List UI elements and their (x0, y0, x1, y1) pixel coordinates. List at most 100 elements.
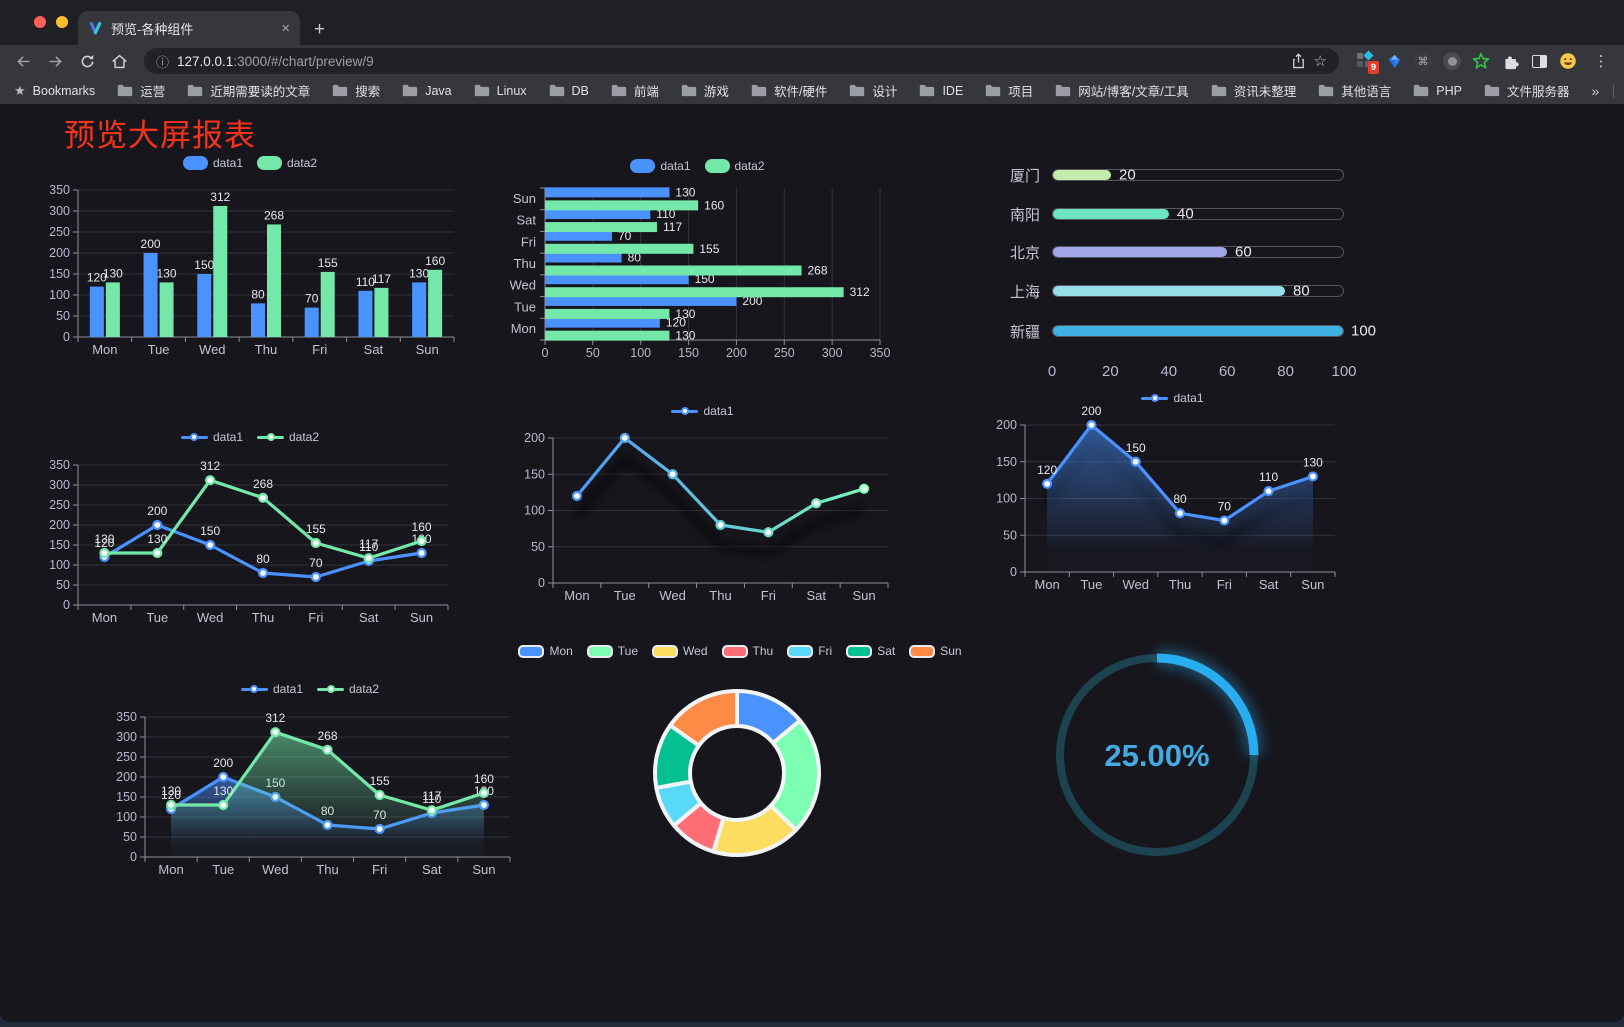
forward-button[interactable] (42, 48, 68, 74)
url-text[interactable]: 127.0.0.1:3000/#/chart/preview/9 (177, 54, 1283, 69)
home-button[interactable] (106, 48, 132, 74)
bookmark-folder[interactable]: 游戏 (681, 81, 729, 100)
bookmark-folder[interactable]: 网站/博客/文章/工具 (1055, 81, 1189, 100)
legend-item[interactable]: Sun (909, 644, 962, 658)
bookmark-folder[interactable]: 资讯未整理 (1211, 81, 1296, 100)
bookmark-folder[interactable]: Linux (474, 81, 527, 100)
site-info-icon[interactable]: ⓘ (156, 54, 170, 70)
emoji-extension-icon[interactable] (1558, 51, 1578, 71)
legend-item[interactable]: data1 (182, 156, 243, 170)
legend-item[interactable]: data1 (630, 159, 691, 173)
back-button[interactable] (10, 48, 36, 74)
reload-button[interactable] (74, 48, 100, 74)
gauge-chart[interactable]: 25.00% (1040, 640, 1280, 880)
share-icon[interactable] (1291, 53, 1306, 69)
bar-data2-Mon[interactable] (105, 282, 120, 337)
bookmark-folder[interactable]: 软件/硬件 (751, 81, 827, 100)
bar-data2-Thu[interactable] (545, 265, 802, 276)
progress-track[interactable]: 80 (1052, 283, 1344, 300)
bookmark-folder[interactable]: 文件服务器 (1484, 81, 1569, 100)
side-panel-icon[interactable] (1529, 51, 1549, 71)
bar-data2-Sat[interactable] (545, 222, 657, 233)
progress-track[interactable]: 40 (1052, 206, 1344, 223)
bar-data1-Sun[interactable] (412, 282, 427, 337)
legend-item[interactable]: data1 (240, 682, 303, 696)
dual-area-line-chart[interactable]: data1 data2 0 50 100 150 200 250 300 350 Mon Tue Wed… (100, 680, 520, 897)
progress-bars-chart[interactable]: 厦门 20 南阳 40 北京 60 上海 80 新疆 100 0 20 40 60 80 100 (990, 160, 1380, 390)
legend-item[interactable]: Wed (652, 644, 708, 658)
bookmarks-overflow-chevron[interactable]: » (1591, 82, 1600, 99)
bookmark-folder[interactable]: 近期需要读的文章 (187, 81, 310, 100)
progress-track[interactable]: 60 (1052, 244, 1344, 261)
progress-track[interactable]: 20 (1052, 167, 1344, 184)
new-tab-button[interactable]: + (314, 19, 326, 40)
legend-item[interactable]: data2 (317, 682, 379, 696)
bookmark-folder[interactable]: 运营 (117, 81, 165, 100)
legend-item[interactable]: data2 (704, 159, 765, 173)
bar-data1-Sat[interactable] (358, 290, 373, 337)
donut-chart[interactable]: Mon Tue Wed Thu Fri Sat Sun (518, 635, 962, 890)
browser-tab[interactable]: 预览-各种组件 × (78, 11, 300, 45)
legend-item[interactable]: data1 (1141, 391, 1204, 405)
grouped-bar-chart[interactable]: data1 data2 0 50 100 150 200 250 300 350 Mon 120 130… (40, 150, 460, 372)
bar-data1-Sat[interactable] (545, 209, 651, 220)
bar-data1-Tue[interactable] (143, 253, 158, 337)
bar-data2-Thu[interactable] (267, 224, 281, 337)
bookmark-folder[interactable]: DB (549, 81, 589, 100)
bar-data2-Fri[interactable] (320, 271, 335, 337)
devtools-extension-icon[interactable]: 9 (1355, 50, 1379, 74)
bookmarks-root[interactable]: ★ Bookmarks (14, 82, 96, 98)
legend-item[interactable]: data2 (257, 430, 319, 444)
bookmark-folder[interactable]: 设计 (849, 81, 897, 100)
command-extension-icon[interactable]: ⌘ (1413, 51, 1433, 71)
bar-data2-Sun[interactable] (545, 200, 699, 211)
bar-data1-Wed[interactable] (545, 274, 689, 285)
star-extension-icon[interactable] (1471, 51, 1491, 71)
bookmark-folder[interactable]: 其他语言 (1318, 81, 1391, 100)
bookmark-folder[interactable]: 前端 (611, 81, 659, 100)
bar-data2-Fri[interactable] (545, 243, 694, 254)
legend-item[interactable]: Tue (586, 644, 638, 658)
gem-extension-icon[interactable] (1384, 51, 1404, 71)
browser-menu-kebab-icon[interactable]: ⋮ (1593, 53, 1609, 70)
bar-data2-Sun[interactable] (428, 269, 443, 337)
legend-item[interactable]: Mon (518, 644, 573, 658)
pie-slice-Sun[interactable] (668, 689, 739, 748)
bar-data1-Mon[interactable] (89, 286, 104, 337)
bar-data2-Mon[interactable] (545, 330, 670, 341)
tab-close-icon[interactable]: × (281, 19, 290, 37)
legend-item[interactable]: data2 (257, 156, 317, 170)
recorder-extension-icon[interactable] (1442, 51, 1462, 71)
bar-data1-Fri[interactable] (304, 307, 319, 337)
bookmark-folder[interactable]: PHP (1413, 81, 1462, 100)
area-line-chart[interactable]: data1 0 50 100 150 200 Mon Tue Wed Thu Fri Sat Sun 12… (985, 390, 1360, 602)
bookmark-star-icon[interactable]: ☆ (1313, 53, 1327, 70)
extensions-puzzle-icon[interactable] (1500, 51, 1520, 71)
bookmark-folder[interactable]: 项目 (985, 81, 1033, 100)
bookmark-folder[interactable]: Java (402, 81, 452, 100)
legend-item[interactable]: data1 (180, 430, 243, 444)
bar-data1-Thu[interactable] (545, 252, 622, 263)
bar-data1-Wed[interactable] (197, 274, 212, 337)
bar-data2-Tue[interactable] (159, 282, 174, 337)
dual-line-chart[interactable]: data1 data2 0 50 100 150 200 250 300 350 Mon Tue Wed… (40, 425, 460, 642)
bar-data1-Mon[interactable] (545, 317, 660, 328)
bar-data2-Tue[interactable] (545, 308, 670, 319)
url-bar[interactable]: ⓘ 127.0.0.1:3000/#/chart/preview/9 ☆ (144, 48, 1339, 74)
bar-data2-Sat[interactable] (374, 287, 389, 337)
gradient-line-chart[interactable]: data1 0 50 100 150 200 Mon Tue Wed Thu Fri Sat Sun (505, 400, 900, 617)
legend-item[interactable]: Thu (721, 644, 773, 658)
bar-data1-Tue[interactable] (545, 295, 737, 306)
minimize-window-button[interactable] (56, 16, 68, 28)
bar-data2-Wed[interactable] (213, 205, 228, 337)
legend-item[interactable]: data1 (671, 404, 734, 418)
bar-data1-Thu[interactable] (251, 303, 265, 337)
bookmark-folder[interactable]: IDE (919, 81, 963, 100)
legend-item[interactable]: Sat (846, 644, 895, 658)
horizontal-bar-chart[interactable]: data1 data2 0 50 100 150 200 250 300 350 Mon 120 130… (505, 155, 890, 370)
bar-data1-Fri[interactable] (545, 230, 612, 241)
bar-data2-Wed[interactable] (545, 287, 844, 298)
legend-item[interactable]: Fri (787, 644, 832, 658)
close-window-button[interactable] (34, 16, 46, 28)
bookmark-folder[interactable]: 搜索 (332, 81, 380, 100)
